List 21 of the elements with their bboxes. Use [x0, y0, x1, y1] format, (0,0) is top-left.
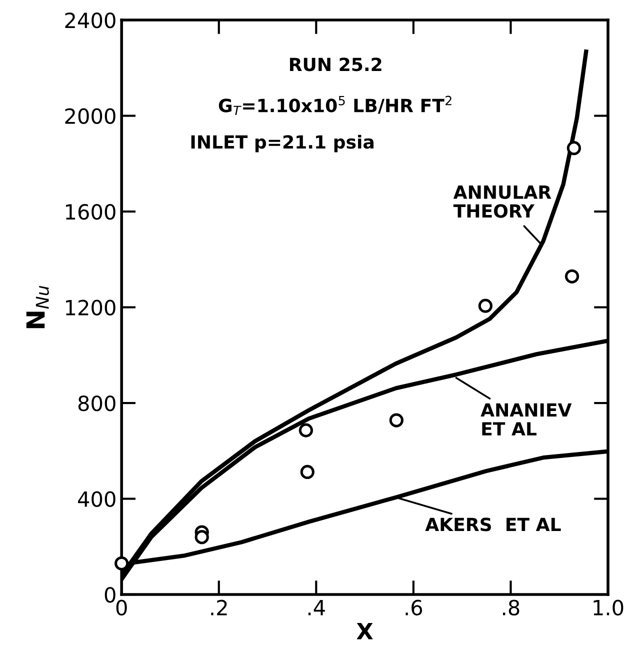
annotation: ANNULAR THEORY	[453, 186, 552, 218]
annotation: G$_{T}$=1.10x10$^{5}$ LB/HR FT$^{2}$	[218, 96, 452, 116]
x-tick-label: .8	[503, 600, 520, 616]
y-tick-label: 400	[78, 491, 116, 507]
y-tick-label: 1600	[66, 204, 116, 220]
x-tick-label: 0	[116, 600, 127, 616]
y-tick-label: 1200	[66, 300, 116, 316]
annotation: INLET p=21.1 psia	[191, 134, 374, 152]
x-tick-label: .2	[211, 600, 227, 616]
annotation: ANANIEV ET AL	[480, 403, 572, 436]
x-tick-label: 1.0	[594, 600, 624, 616]
x-tick-label: .4	[308, 600, 325, 616]
y-tick-label: 2400	[65, 12, 116, 28]
y-tick-label: 0	[104, 586, 116, 603]
annotation: RUN 25.2	[290, 58, 382, 72]
annotation: AKERS ET AL	[425, 518, 561, 532]
x-axis-title: X	[356, 623, 373, 640]
y-tick-label: 2000	[65, 108, 116, 124]
y-tick-label: 800	[78, 395, 116, 412]
x-tick-label: .6	[406, 600, 422, 616]
y-axis-title: N$_{Nu}$	[26, 286, 49, 328]
